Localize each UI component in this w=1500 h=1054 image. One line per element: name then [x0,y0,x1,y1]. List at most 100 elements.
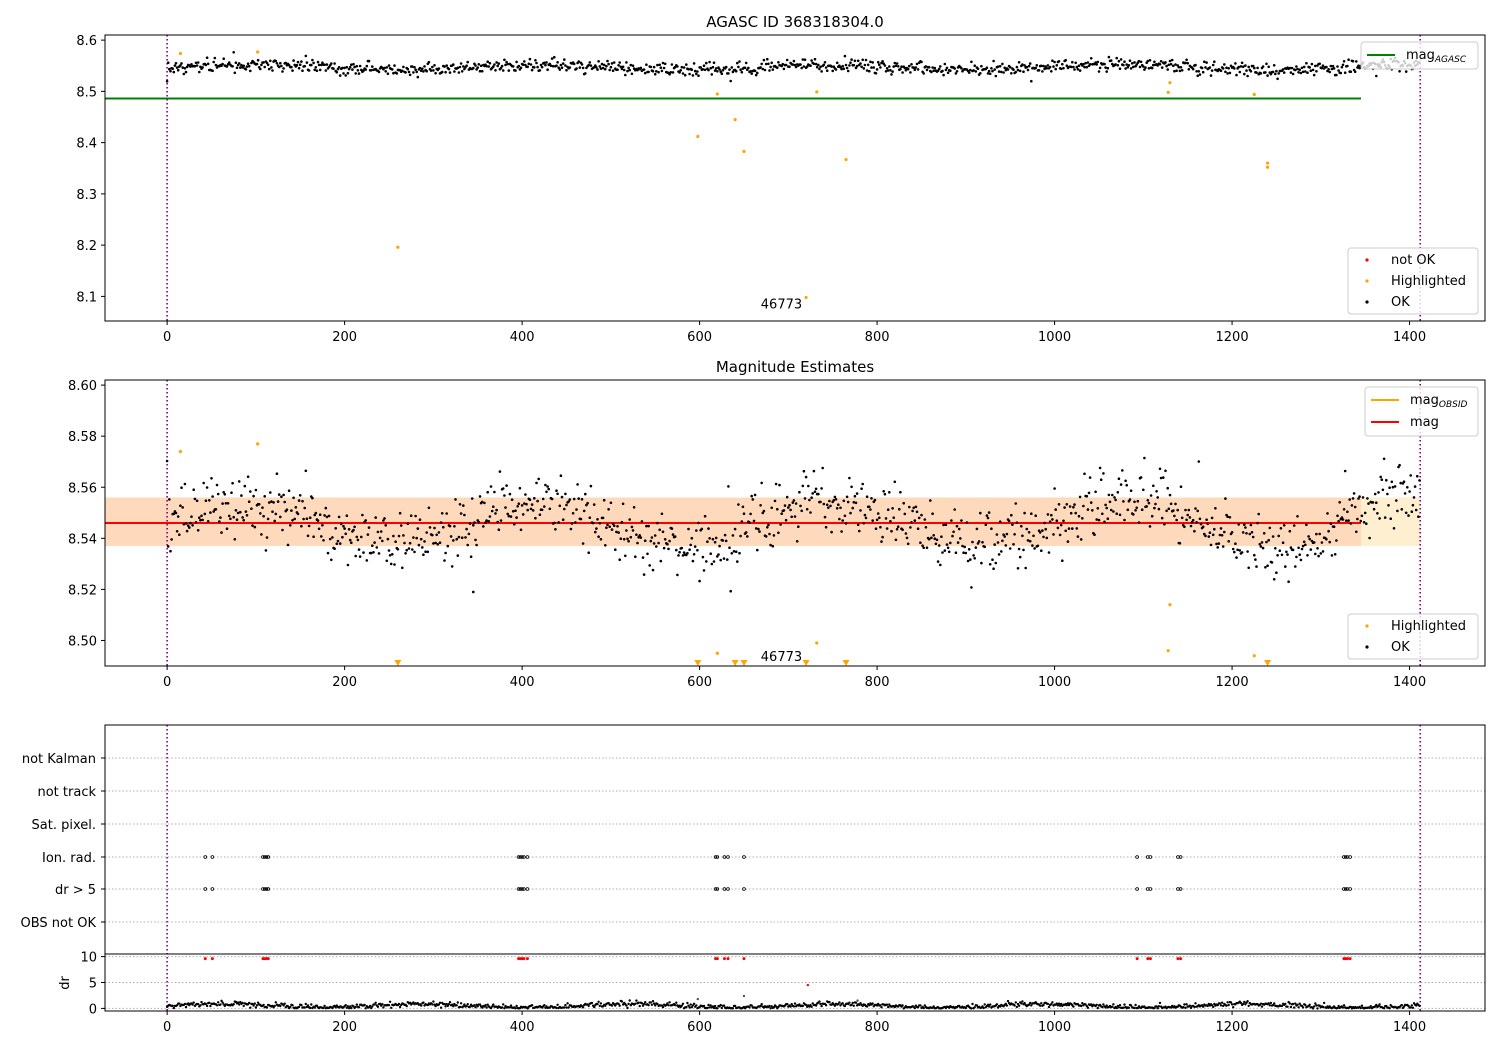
ok-point [664,538,667,541]
legend-bottom: not OK Highlighted OK [1348,248,1478,314]
dr-point [807,984,809,986]
ok-point [624,74,627,77]
ok-point [242,519,245,522]
dr-point [1284,1003,1286,1005]
ok-point [356,65,359,68]
ok-point [1098,70,1101,73]
dr-point [1007,1000,1009,1002]
ok-point [891,507,894,510]
ok-point [834,496,837,499]
ok-point [175,62,178,65]
ok-point [704,69,707,72]
ok-point [757,528,760,531]
ok-point [715,67,718,70]
ok-point [482,525,485,528]
ok-point [1202,526,1205,529]
ok-point [1009,547,1012,550]
ok-point [1250,70,1253,73]
ok-point [793,499,796,502]
ok-point [1245,69,1248,72]
ok-point [303,507,306,510]
ok-point [1364,512,1367,515]
ok-point [333,62,336,65]
ok-point [337,540,340,543]
ok-point [359,555,362,558]
ok-point [318,528,321,531]
ok-point [1303,541,1306,544]
ok-point [396,72,399,75]
ok-point [333,547,336,550]
dr-point [872,1002,874,1004]
ok-point [1090,57,1093,60]
dr-point [1342,1006,1344,1008]
ok-point [1095,518,1098,521]
ok-point [383,67,386,70]
ok-point [370,69,373,72]
ok-point [537,478,540,481]
ok-point [901,71,904,74]
ok-point [471,497,474,500]
ok-point [1034,514,1037,517]
ok-point [998,70,1001,73]
ok-point [1237,523,1240,526]
ok-point [904,513,907,516]
ok-point [999,65,1002,68]
legend-label-highlighted: Highlighted [1391,619,1466,634]
ok-point [608,525,611,528]
highlighted-point [179,52,182,55]
ok-point [347,564,350,567]
ok-point [371,65,374,68]
dr-point [200,1001,202,1003]
ok-point [948,551,951,554]
dr-point [382,1006,384,1008]
dr-point [1231,1003,1233,1005]
dr-point [848,1002,850,1004]
x-tick-label: 400 [510,330,535,345]
ok-point [942,524,945,527]
ok-point [1290,71,1293,74]
ok-point [682,554,685,557]
ok-point [1284,565,1287,568]
ok-point [1223,531,1226,534]
ok-point [618,61,621,64]
dr-point [1189,1005,1191,1007]
ok-point [653,66,656,69]
ok-point [861,59,864,62]
ok-point [1020,525,1023,528]
ok-point [1257,513,1260,516]
ok-point [1283,524,1286,527]
ok-point [506,63,509,66]
ok-point [234,538,237,541]
dr-point [1133,1007,1135,1009]
ok-point [551,57,554,60]
ok-point [239,66,242,69]
ok-point [1051,59,1054,62]
ok-point [398,535,401,538]
ok-point [767,63,770,66]
ok-point [1199,518,1202,521]
y-tick-label: 8.3 [76,188,97,203]
ok-point [1346,511,1349,514]
ok-point [737,503,740,506]
ok-point [1229,516,1232,519]
ok-point [939,65,942,68]
ok-point [1023,512,1026,515]
ok-point [432,542,435,545]
ok-point [1262,547,1265,550]
ok-point [1151,67,1154,70]
ok-point [323,514,326,517]
ok-point [232,51,235,54]
ok-point [1006,533,1009,536]
ok-point [788,66,791,69]
ok-point [931,512,934,515]
x-tick-label: 600 [687,330,712,345]
ok-point [1300,559,1303,562]
ok-point [934,67,937,70]
ok-point [676,574,679,577]
ok-point [607,508,610,511]
dr-point [389,1001,391,1003]
dr-point [886,1004,888,1006]
ok-point [228,515,231,518]
ok-point [1305,524,1308,527]
ok-point [1084,62,1087,65]
